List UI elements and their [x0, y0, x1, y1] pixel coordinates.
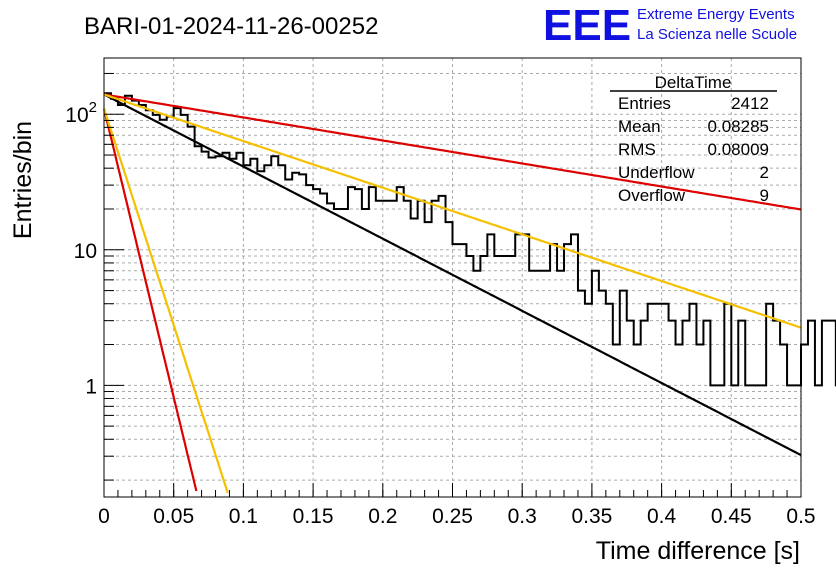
axis-ticks	[103, 72, 802, 497]
fit-curve-5	[102, 108, 229, 494]
logo-subtitle-2: La Scienza nelle Scuole	[637, 26, 797, 43]
x-tick-label: 0.05	[153, 505, 194, 528]
fit-curve-3	[103, 93, 802, 329]
logo-subtitle-1: Extreme Energy Events	[637, 6, 795, 23]
x-tick-label: 0.3	[508, 505, 537, 528]
chart-title: BARI-01-2024-11-26-00252	[84, 13, 378, 40]
stats-label: Mean	[618, 117, 661, 136]
x-tick-label: 0.15	[293, 505, 334, 528]
x-tick-label: 0.45	[711, 505, 752, 528]
stats-label: Underflow	[618, 163, 695, 182]
stats-value: 0.08009	[708, 140, 769, 159]
x-axis-label: Time difference [s]	[596, 537, 800, 565]
stats-value: 2	[760, 163, 769, 182]
stats-value: 9	[760, 186, 769, 205]
y-tick-label: 1	[85, 375, 97, 398]
x-tick-labels: 0 0.05 0.1 0.15 0.2 0.25 0.3 0.35 0.4 0.45 0.5	[98, 505, 815, 528]
fit-curves	[102, 93, 802, 494]
x-tick-label: 0	[98, 505, 110, 528]
y-tick-label: 102	[65, 99, 97, 127]
x-tick-label: 0.1	[229, 505, 258, 528]
y-tick-label: 10	[74, 240, 97, 263]
x-tick-label: 0.25	[432, 505, 473, 528]
stats-label: Entries	[618, 94, 671, 113]
x-tick-label: 0.5	[786, 505, 815, 528]
x-tick-label: 0.4	[647, 505, 677, 528]
x-tick-label: 0.2	[368, 505, 397, 528]
histogram-bars	[104, 92, 836, 387]
grid-lines	[104, 58, 801, 497]
stats-box: DeltaTime Entries 2412 Mean 0.08285 RMS 0.080…	[610, 73, 777, 205]
fit-curve-4	[102, 108, 198, 492]
stats-value: 2412	[731, 94, 769, 113]
stats-label: RMS	[618, 140, 656, 159]
stats-box-title: DeltaTime	[655, 73, 732, 92]
fit-curve-1	[103, 93, 802, 457]
y-tick-labels: 1 10 102	[65, 99, 97, 398]
fit-curve-2	[103, 93, 802, 211]
eee-logo: EEE	[543, 1, 631, 50]
stats-label: Overflow	[618, 186, 686, 205]
stats-value: 0.08285	[708, 117, 769, 136]
x-tick-label: 0.35	[571, 505, 612, 528]
histogram-outline	[104, 92, 836, 387]
y-axis-label: Entries/bin	[9, 121, 37, 239]
